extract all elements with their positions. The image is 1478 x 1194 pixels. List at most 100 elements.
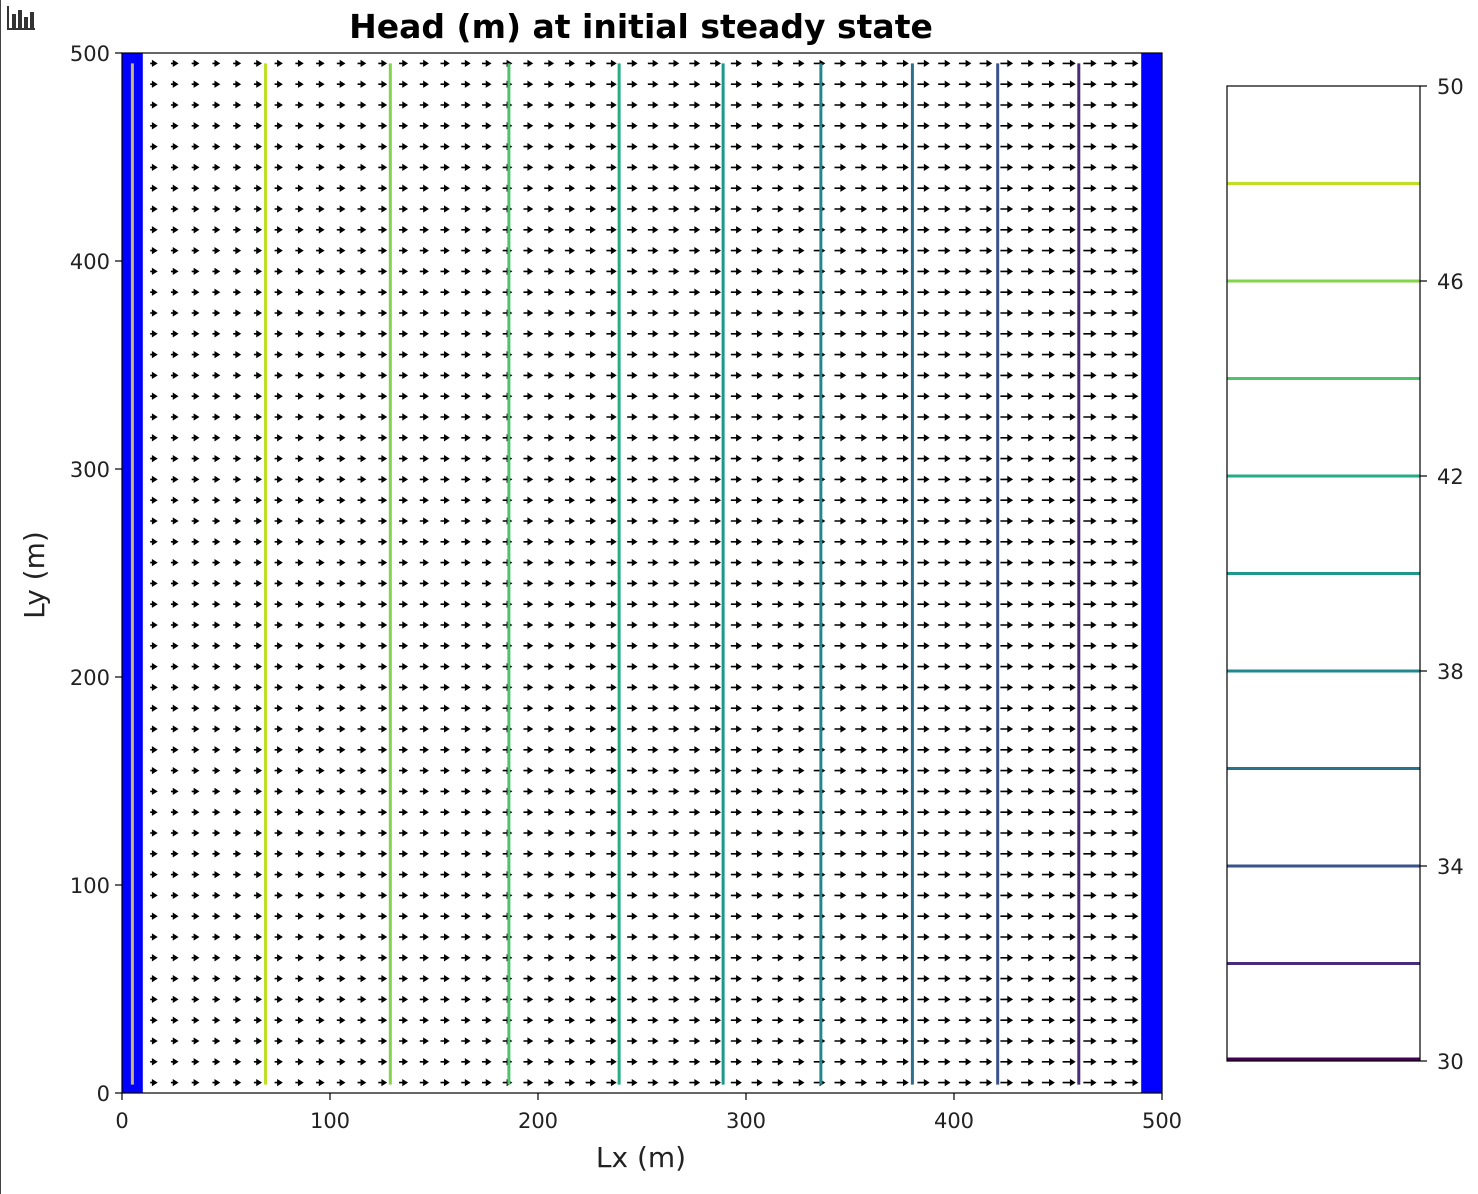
velocity-arrow <box>336 808 346 816</box>
velocity-arrow <box>1124 995 1139 1004</box>
velocity-arrow <box>212 1016 221 1024</box>
velocity-arrow <box>150 704 158 712</box>
velocity-arrow <box>793 974 805 983</box>
velocity-arrow <box>979 101 993 109</box>
velocity-arrow <box>896 766 909 775</box>
velocity-arrow <box>730 246 742 255</box>
velocity-arrow <box>523 288 534 296</box>
velocity-arrow <box>1104 413 1118 421</box>
velocity-arrow <box>730 995 742 1004</box>
velocity-arrow <box>481 683 492 692</box>
velocity-arrow <box>710 766 722 775</box>
velocity-arrow <box>751 475 763 484</box>
velocity-arrow <box>1021 267 1034 276</box>
velocity-arrow <box>544 808 555 816</box>
velocity-arrow <box>212 870 221 879</box>
velocity-arrow <box>979 142 993 151</box>
velocity-arrow <box>751 1058 763 1066</box>
velocity-arrow <box>1062 517 1076 525</box>
velocity-arrow <box>233 933 242 941</box>
velocity-arrow <box>461 766 471 775</box>
velocity-arrow <box>979 59 993 68</box>
velocity-arrow <box>295 579 304 588</box>
velocity-arrow <box>1083 974 1097 983</box>
velocity-arrow <box>357 226 367 234</box>
velocity-arrow <box>668 995 680 1004</box>
velocity-arrow <box>730 454 742 463</box>
velocity-arrow <box>938 558 951 567</box>
velocity-arrow <box>1124 642 1139 650</box>
velocity-arrow <box>336 683 346 692</box>
velocity-arrow <box>855 434 868 442</box>
velocity-arrow <box>481 59 492 68</box>
velocity-arrow <box>336 184 346 192</box>
velocity-arrow <box>1104 850 1118 858</box>
velocity-arrow <box>647 850 659 858</box>
velocity-arrow <box>1062 891 1076 900</box>
velocity-arrow <box>378 80 388 88</box>
velocity-arrow <box>523 954 534 962</box>
velocity-arrow <box>461 330 471 338</box>
velocity-arrow <box>1124 558 1139 567</box>
velocity-arrow <box>710 558 722 567</box>
velocity-arrow <box>150 288 158 296</box>
velocity-arrow <box>606 434 617 442</box>
velocity-arrow <box>689 766 701 775</box>
velocity-arrow <box>834 912 847 920</box>
velocity-arrow <box>1104 142 1118 151</box>
velocity-arrow <box>1083 850 1097 858</box>
velocity-arrow <box>440 954 450 962</box>
velocity-arrow <box>295 725 304 733</box>
velocity-arrow <box>150 662 158 671</box>
velocity-arrow <box>772 558 784 567</box>
velocity-arrow <box>564 662 575 671</box>
velocity-arrow <box>419 1058 429 1066</box>
velocity-arrow <box>585 808 596 816</box>
velocity-arrow <box>1000 725 1014 733</box>
velocity-arrow <box>274 59 283 68</box>
velocity-arrow <box>357 246 367 255</box>
velocity-arrow <box>253 142 263 151</box>
velocity-arrow <box>793 683 805 692</box>
velocity-arrow <box>1124 434 1139 442</box>
velocity-arrow <box>875 954 888 962</box>
velocity-arrow <box>606 808 617 816</box>
velocity-arrow <box>979 163 993 172</box>
velocity-arrow <box>523 642 534 650</box>
velocity-arrow <box>710 59 722 68</box>
bar-chart-icon[interactable] <box>6 4 36 32</box>
velocity-arrow <box>751 933 763 941</box>
velocity-arrow <box>627 995 638 1004</box>
velocity-arrow <box>1000 288 1014 296</box>
velocity-arrow <box>917 226 930 234</box>
velocity-arrow <box>399 746 409 754</box>
velocity-arrow <box>896 246 909 255</box>
velocity-arrow <box>378 184 388 192</box>
velocity-arrow <box>295 330 304 338</box>
velocity-arrow <box>150 246 158 255</box>
velocity-arrow <box>875 642 888 650</box>
velocity-arrow <box>606 122 617 130</box>
velocity-arrow <box>336 142 346 151</box>
velocity-arrow <box>606 746 617 754</box>
velocity-arrow <box>1062 371 1076 380</box>
velocity-arrow <box>523 205 534 213</box>
velocity-arrow <box>191 683 200 692</box>
velocity-arrow <box>1041 787 1055 796</box>
velocity-arrow <box>772 330 784 338</box>
velocity-arrow <box>419 1037 429 1045</box>
velocity-arrow <box>730 226 742 234</box>
velocity-arrow <box>544 371 555 380</box>
velocity-arrow <box>1041 974 1055 983</box>
velocity-arrow <box>855 766 868 775</box>
velocity-arrow <box>399 1078 409 1087</box>
velocity-arrow <box>523 829 534 837</box>
velocity-arrow <box>855 309 868 317</box>
velocity-arrow <box>419 683 429 692</box>
velocity-arrow <box>336 371 346 380</box>
velocity-arrow <box>191 226 200 234</box>
velocity-arrow <box>1062 558 1076 567</box>
velocity-arrow <box>772 392 784 400</box>
velocity-arrow <box>689 954 701 962</box>
velocity-arrow <box>523 330 534 338</box>
